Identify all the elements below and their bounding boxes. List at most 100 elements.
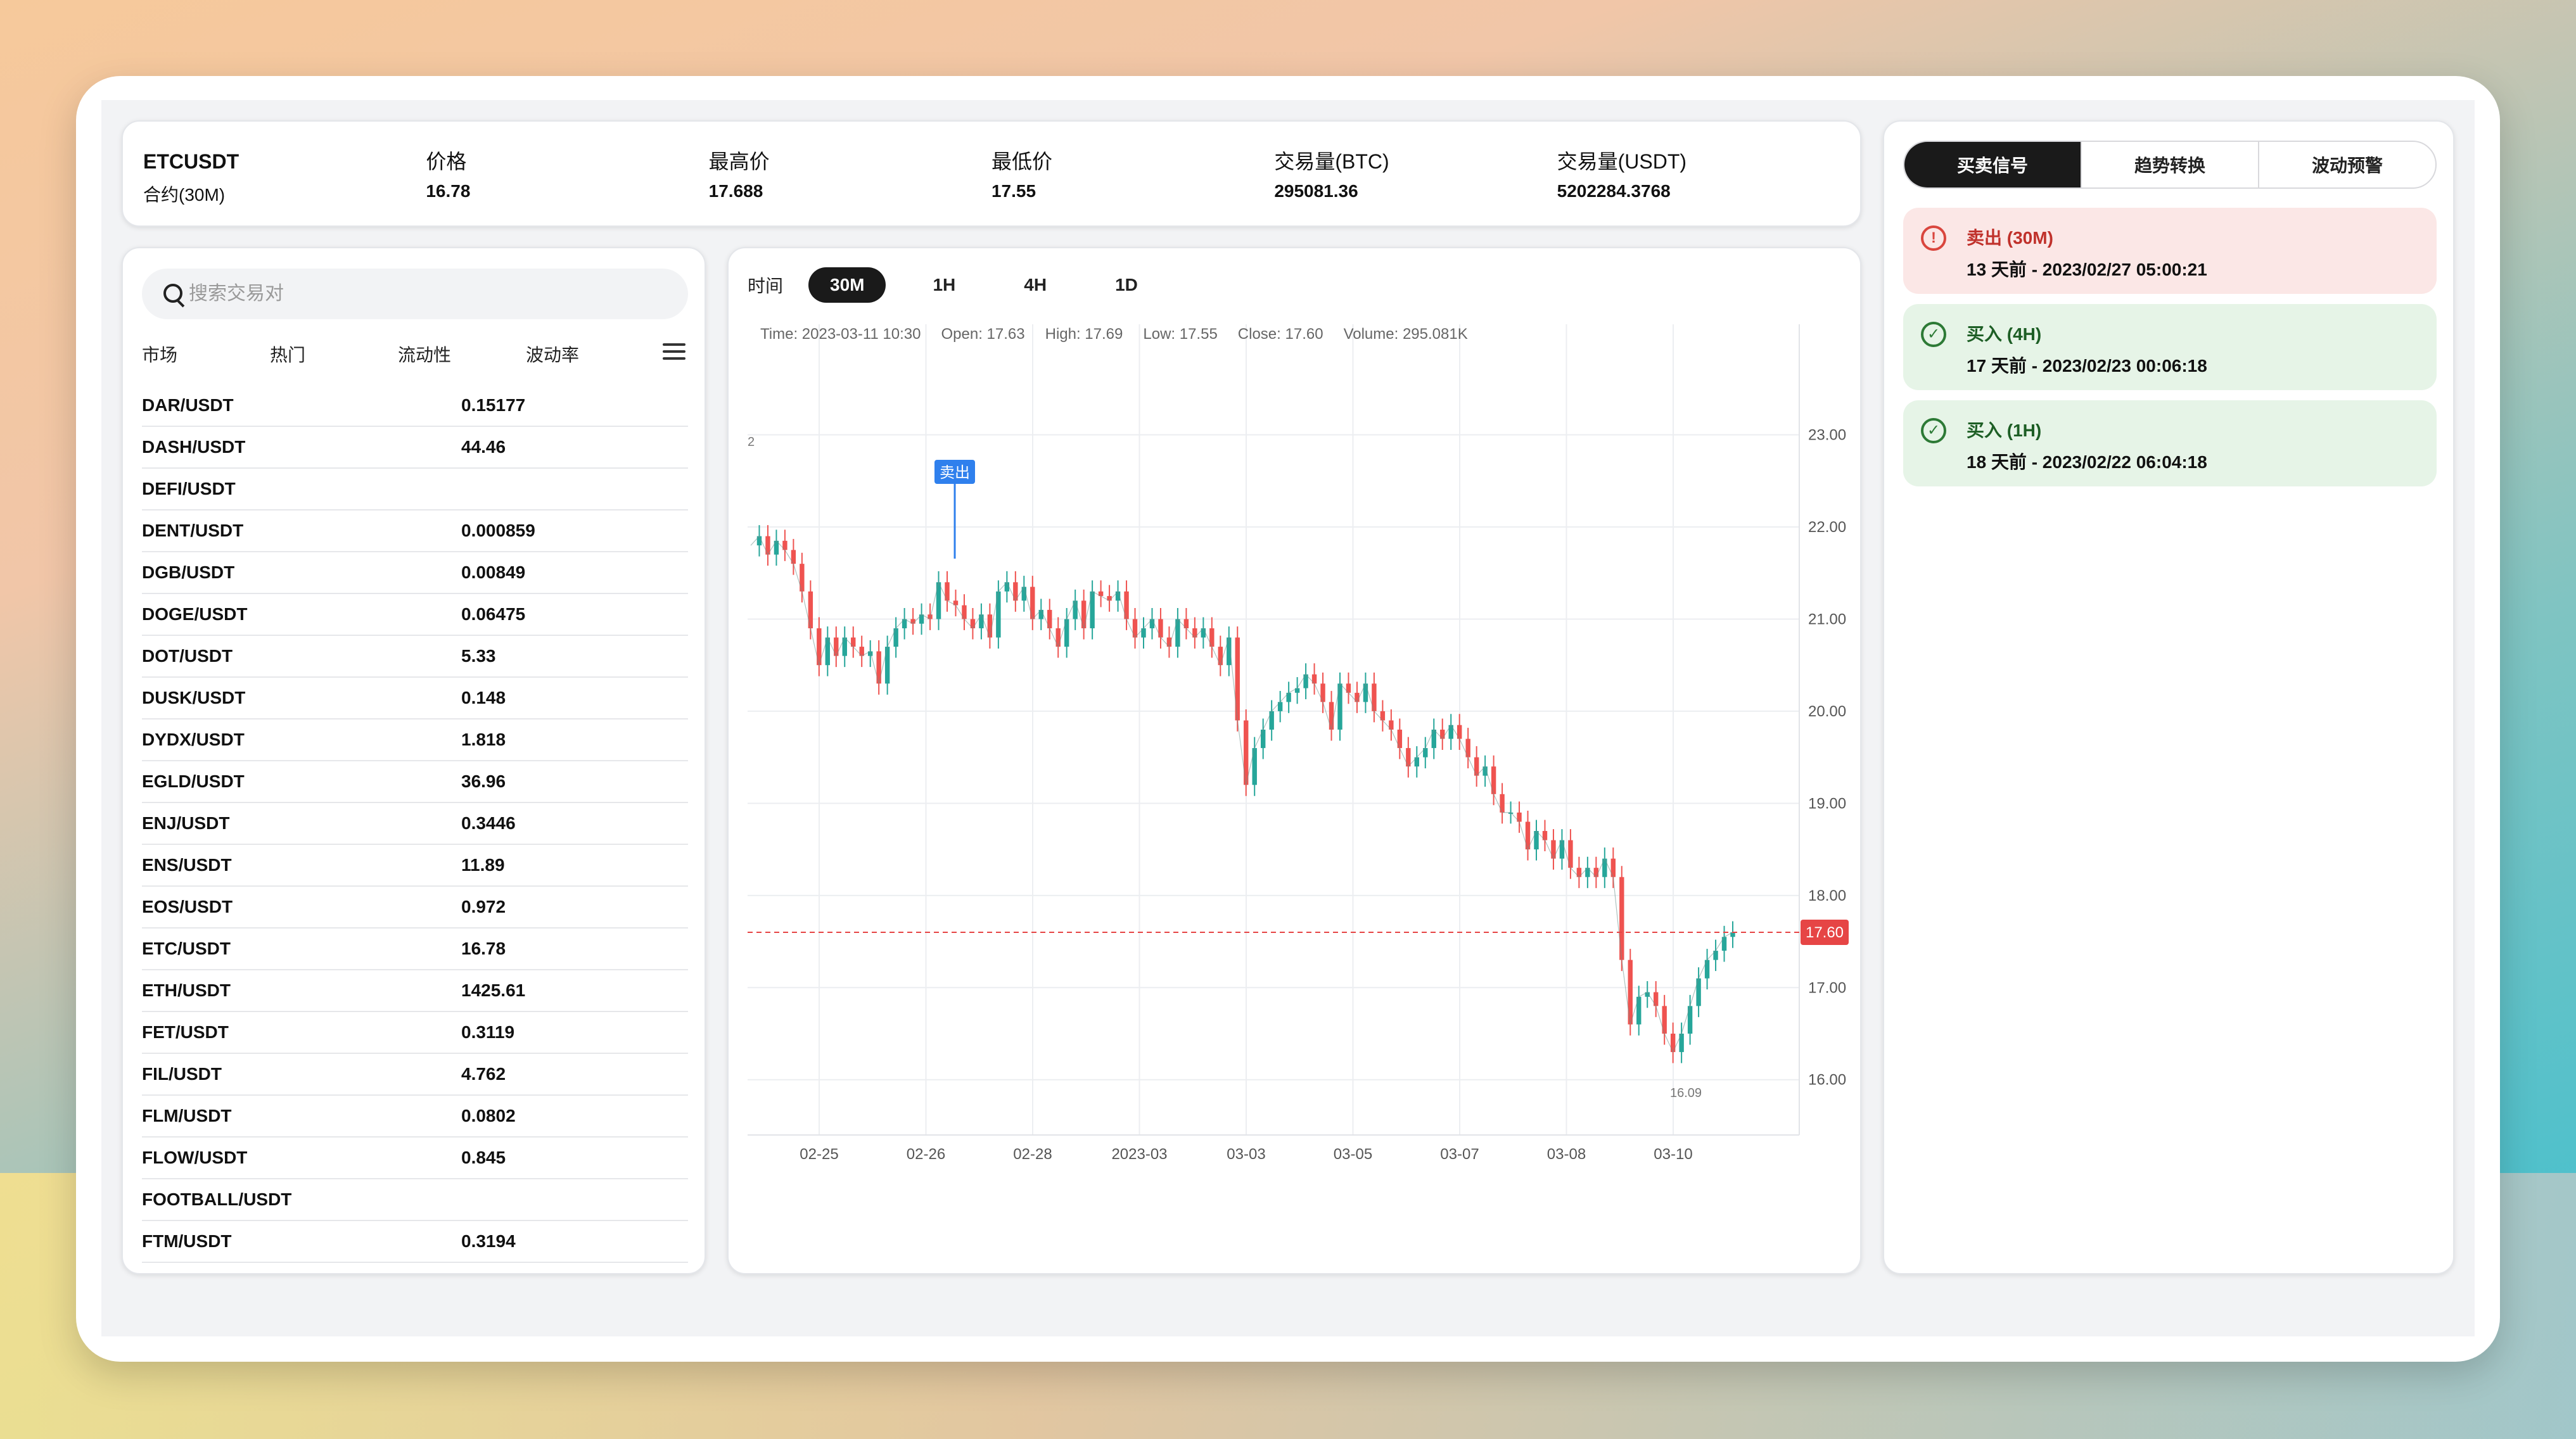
market-row-symbol: ETH/USDT xyxy=(142,980,231,1000)
tab-market[interactable]: 市场 xyxy=(142,345,178,365)
market-row-price: 0.15177 xyxy=(461,395,526,415)
app-content: ETCUSDT 合约(30M) 价格 16.78 最高价 17.688 最低价 … xyxy=(101,100,2475,1336)
market-row[interactable]: DUSK/USDT 0.148 xyxy=(142,678,688,720)
market-row-price: 1.818 xyxy=(461,730,506,749)
market-row[interactable]: FOOTBALL/USDT xyxy=(142,1179,688,1221)
tab-volatility[interactable]: 波动率 xyxy=(526,345,580,365)
interval-4h[interactable]: 4H xyxy=(1024,275,1047,295)
candle-body xyxy=(987,614,993,638)
candle-body xyxy=(1244,720,1249,785)
market-row[interactable]: DYDX/USDT 1.818 xyxy=(142,720,688,761)
market-row-symbol: DOT/USDT xyxy=(142,646,233,666)
candle-body xyxy=(1389,720,1394,730)
tab-volatility-alert[interactable]: 波动预警 xyxy=(2311,156,2383,175)
market-row[interactable]: ETC/USDT 16.78 xyxy=(142,929,688,970)
tab-liquidity[interactable]: 流动性 xyxy=(398,345,452,365)
market-row[interactable]: ENS/USDT 11.89 xyxy=(142,845,688,887)
candle-body xyxy=(1440,730,1445,739)
candle-body xyxy=(1448,725,1453,739)
market-row-symbol: FIL/USDT xyxy=(142,1064,222,1084)
candle-body xyxy=(970,619,976,628)
market-row[interactable]: DAR/USDT 0.15177 xyxy=(142,385,688,427)
candle-body xyxy=(1602,858,1607,877)
signals-panel: 买卖信号 趋势转换 波动预警 卖出 (30M) 13 天前 - 2023/02/… xyxy=(1883,120,2454,1274)
candle-body xyxy=(1073,600,1078,619)
search-input[interactable] xyxy=(189,283,632,305)
market-row-price: 1425.61 xyxy=(461,980,526,1000)
market-row-symbol: FLM/USDT xyxy=(142,1106,232,1125)
x-tick-label: 03-05 xyxy=(1334,1146,1372,1163)
market-row[interactable]: FET/USDT 0.3119 xyxy=(142,1012,688,1054)
market-row-price: 4.762 xyxy=(461,1064,506,1084)
signal-card-buy-1h[interactable]: 买入 (1H) 18 天前 - 2023/02/22 06:04:18 xyxy=(1903,400,2437,486)
candle-body xyxy=(1260,730,1266,749)
ohlc-legend: Time: 2023-03-11 10:30 Open: 17.63 High:… xyxy=(760,326,1488,343)
candle-body xyxy=(1252,748,1257,785)
market-row-symbol: DEFI/USDT xyxy=(142,479,236,498)
x-tick-label: 2023-03 xyxy=(1111,1146,1167,1163)
market-row[interactable]: DOT/USDT 5.33 xyxy=(142,636,688,678)
candle-body xyxy=(1192,628,1197,638)
menu-icon[interactable] xyxy=(663,343,685,362)
y-tick-label: 18.00 xyxy=(1808,887,1846,904)
candle-body xyxy=(1021,586,1027,601)
interval-1d[interactable]: 1D xyxy=(1115,275,1138,295)
candle-body xyxy=(1457,725,1462,739)
candle-body xyxy=(1610,858,1616,877)
signal-card-buy-4h[interactable]: 买入 (4H) 17 天前 - 2023/02/23 00:06:18 xyxy=(1903,304,2437,390)
ticker-contract: 合约(30M) xyxy=(143,185,226,205)
market-row[interactable]: EOS/USDT 0.972 xyxy=(142,887,688,929)
chart-panel: 23.00 22.00 21.00 20.00 19.00 18.00 17.00 16.00… xyxy=(727,247,1861,1274)
market-row[interactable]: FLOW/USDT 0.845 xyxy=(142,1138,688,1179)
low-marker-label: 16.09 xyxy=(1670,1086,1702,1100)
market-row[interactable]: DENT/USDT 0.000859 xyxy=(142,510,688,552)
candle-body xyxy=(1525,821,1531,850)
search-icon xyxy=(161,281,186,307)
market-row[interactable]: FLM/USDT 0.0802 xyxy=(142,1096,688,1138)
market-row[interactable]: ENJ/USDT 0.3446 xyxy=(142,803,688,845)
ticker-high-col: 最高价 17.688 xyxy=(709,147,992,201)
candle-body xyxy=(1004,582,1010,592)
candle-body xyxy=(919,614,924,624)
candle-body xyxy=(1329,702,1334,730)
market-row[interactable]: FTM/USDT 0.3194 xyxy=(142,1221,688,1263)
ticker-low-label: 最低价 xyxy=(991,150,1052,173)
market-row[interactable]: DEFI/USDT xyxy=(142,469,688,510)
ticker-bar: ETCUSDT 合约(30M) 价格 16.78 最高价 17.688 最低价 … xyxy=(122,120,1861,227)
candle-body xyxy=(1081,600,1087,628)
candle-body xyxy=(859,647,864,656)
search-box[interactable] xyxy=(142,269,688,319)
tab-trade-signals[interactable]: 买卖信号 xyxy=(1904,142,2082,187)
interval-30m[interactable]: 30M xyxy=(808,267,886,303)
market-row[interactable]: FIL/USDT 4.762 xyxy=(142,1054,688,1096)
candle-body xyxy=(1286,692,1291,702)
candle-body xyxy=(936,582,941,619)
candle-body xyxy=(1397,730,1403,749)
market-row[interactable]: EGLD/USDT 36.96 xyxy=(142,761,688,803)
candle-body xyxy=(1269,711,1274,730)
candle-body xyxy=(1721,937,1727,951)
market-row[interactable]: DOGE/USDT 0.06475 xyxy=(142,594,688,636)
candle-body xyxy=(1559,840,1565,859)
candle-body xyxy=(1696,978,1701,1006)
market-row[interactable]: ETH/USDT 1425.61 xyxy=(142,970,688,1012)
market-row[interactable]: DGB/USDT 0.00849 xyxy=(142,552,688,594)
price-chart[interactable]: 23.00 22.00 21.00 20.00 19.00 18.00 17.00 16.00… xyxy=(729,248,1863,1276)
y-tick-label: 20.00 xyxy=(1808,703,1846,720)
tab-hot[interactable]: 热门 xyxy=(270,345,306,365)
tab-trend-reversal[interactable]: 趋势转换 xyxy=(2082,142,2259,187)
market-row-price: 44.46 xyxy=(461,437,506,457)
x-tick-label: 03-03 xyxy=(1227,1146,1265,1163)
signal-card-sell-30m[interactable]: 卖出 (30M) 13 天前 - 2023/02/27 05:00:21 xyxy=(1903,208,2437,294)
candle-body xyxy=(1303,674,1308,688)
ticker-vol-usdt-value: 5202284.3768 xyxy=(1557,181,1671,201)
candle-body xyxy=(834,637,839,656)
interval-1h[interactable]: 1H xyxy=(933,275,956,295)
candle-body xyxy=(1380,711,1386,721)
candle-body xyxy=(1730,932,1735,937)
market-row-symbol: EOS/USDT xyxy=(142,897,233,916)
candle-body xyxy=(1166,637,1172,647)
market-row-symbol: DOGE/USDT xyxy=(142,604,248,624)
market-row[interactable]: DASH/USDT 44.46 xyxy=(142,427,688,469)
candle-body xyxy=(1030,586,1035,619)
